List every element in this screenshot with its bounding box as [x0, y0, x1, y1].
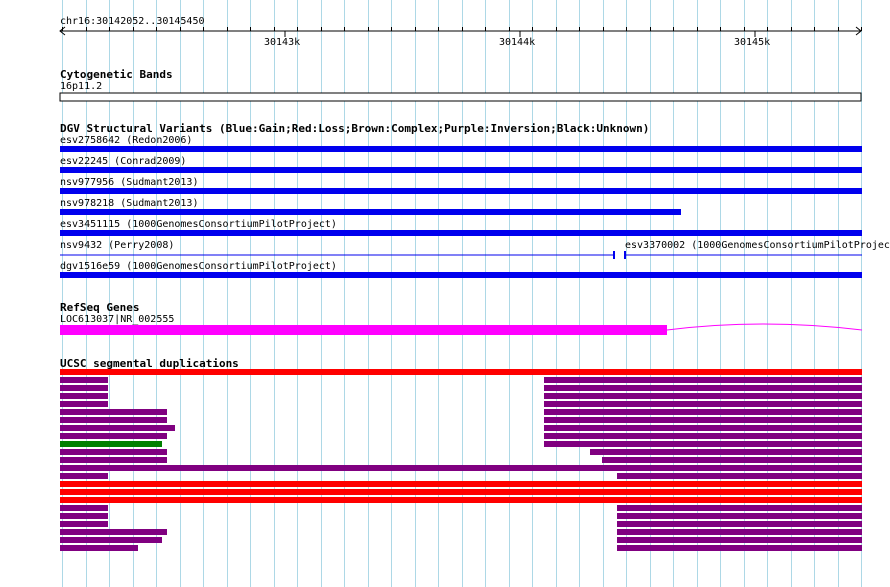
segdup-bar[interactable]: [544, 409, 862, 415]
dgv-feature-label: esv2758642 (Redon2006): [60, 135, 192, 146]
segdup-bar[interactable]: [544, 393, 862, 399]
cytoband-feature[interactable]: [59, 92, 862, 102]
segdup-bar[interactable]: [544, 401, 862, 407]
ruler-tick-label: 30143k: [264, 37, 300, 48]
segdup-bar[interactable]: [60, 521, 108, 527]
dgv-feature-label: nsv977956 (Sudmant2013): [60, 177, 198, 188]
segdup-bar[interactable]: [60, 409, 167, 415]
dgv-feature-bar[interactable]: [60, 272, 862, 278]
segdup-bar[interactable]: [60, 393, 108, 399]
segdup-bar[interactable]: [544, 385, 862, 391]
track-segmental-duplications[interactable]: UCSC segmental duplications: [60, 357, 862, 551]
track-title: Cytogenetic Bands: [60, 68, 173, 81]
segdup-bar[interactable]: [617, 473, 862, 479]
track-refseq-genes[interactable]: RefSeq Genes LOC613037|NR_002555: [60, 301, 863, 335]
segdup-bar[interactable]: [60, 537, 162, 543]
segdup-bar[interactable]: [544, 425, 862, 431]
segdup-bar[interactable]: [60, 505, 108, 511]
segdup-bar[interactable]: [60, 457, 167, 463]
segdup-bar[interactable]: [617, 521, 862, 527]
track-cytogenetic-bands[interactable]: Cytogenetic Bands 16p11.2: [59, 68, 862, 102]
segdup-bar[interactable]: [544, 377, 862, 383]
segdup-bar[interactable]: [60, 433, 167, 439]
gene-label: LOC613037|NR_002555: [60, 314, 174, 325]
segdup-bar[interactable]: [544, 433, 862, 439]
segdup-bar[interactable]: [60, 497, 862, 503]
track-title: UCSC segmental duplications: [60, 357, 239, 370]
segdup-bar[interactable]: [60, 545, 138, 551]
segdup-bar[interactable]: [590, 449, 862, 455]
dgv-feature-bar[interactable]: [60, 146, 862, 152]
segdup-bar[interactable]: [544, 441, 862, 447]
dgv-feature-bar[interactable]: [60, 230, 862, 236]
dgv-feature-bar[interactable]: [60, 188, 862, 194]
track-title: DGV Structural Variants (Blue:Gain;Red:L…: [60, 122, 649, 135]
ruler[interactable]: chr16:30142052..30145450 30143k 30144k 3…: [59, 16, 862, 48]
dgv-feature-bar[interactable]: [60, 209, 681, 215]
segdup-bar[interactable]: [617, 537, 862, 543]
segdup-bar[interactable]: [60, 513, 108, 519]
segdup-bar[interactable]: [60, 385, 108, 391]
track-title: RefSeq Genes: [60, 301, 139, 314]
dgv-feature-label: nsv978218 (Sudmant2013): [60, 198, 198, 209]
cytoband-label: 16p11.2: [60, 81, 102, 92]
ruler-tick-label: 30145k: [734, 37, 770, 48]
segdup-bar[interactable]: [60, 377, 108, 383]
gene-intron[interactable]: [666, 323, 863, 331]
track-dgv-structural-variants[interactable]: DGV Structural Variants (Blue:Gain;Red:L…: [60, 122, 890, 278]
segdup-bars[interactable]: [60, 369, 862, 551]
segdup-bar[interactable]: [60, 425, 175, 431]
segdup-bar[interactable]: [60, 369, 862, 375]
segdup-bar[interactable]: [602, 457, 862, 463]
segdup-bar[interactable]: [60, 529, 167, 535]
segdup-bar[interactable]: [60, 441, 162, 447]
segdup-bar[interactable]: [617, 513, 862, 519]
segdup-bar[interactable]: [60, 473, 108, 479]
dgv-feature-block[interactable]: [613, 251, 615, 259]
segdup-bar[interactable]: [617, 545, 862, 551]
dgv-feature-label: esv22245 (Conrad2009): [60, 156, 186, 167]
dgv-feature-bar[interactable]: [60, 167, 862, 173]
segdup-bar[interactable]: [544, 417, 862, 423]
ruler-location: chr16:30142052..30145450: [60, 16, 205, 27]
dgv-feature-label: nsv9432 (Perry2008): [60, 240, 174, 251]
gene-exon[interactable]: [60, 325, 667, 335]
segdup-bar[interactable]: [60, 449, 167, 455]
dgv-feature-label: dgv1516e59 (1000GenomesConsortiumPilotPr…: [60, 261, 337, 272]
dgv-feature-label: esv3451115 (1000GenomesConsortiumPilotPr…: [60, 219, 337, 230]
segdup-bar[interactable]: [617, 529, 862, 535]
segdup-bar[interactable]: [60, 401, 108, 407]
ruler-minor-ticks: [62, 27, 862, 31]
ruler-tick-label: 30144k: [499, 37, 535, 48]
segdup-bar[interactable]: [60, 481, 862, 487]
segdup-bar[interactable]: [60, 465, 862, 471]
segdup-bar[interactable]: [617, 505, 862, 511]
segdup-bar[interactable]: [60, 417, 167, 423]
ruler-left-arrow-icon: [59, 26, 66, 36]
segdup-bar[interactable]: [60, 489, 862, 495]
dgv-feature-label: esv3370002 (1000GenomesConsortiumPilotPr…: [625, 240, 890, 251]
